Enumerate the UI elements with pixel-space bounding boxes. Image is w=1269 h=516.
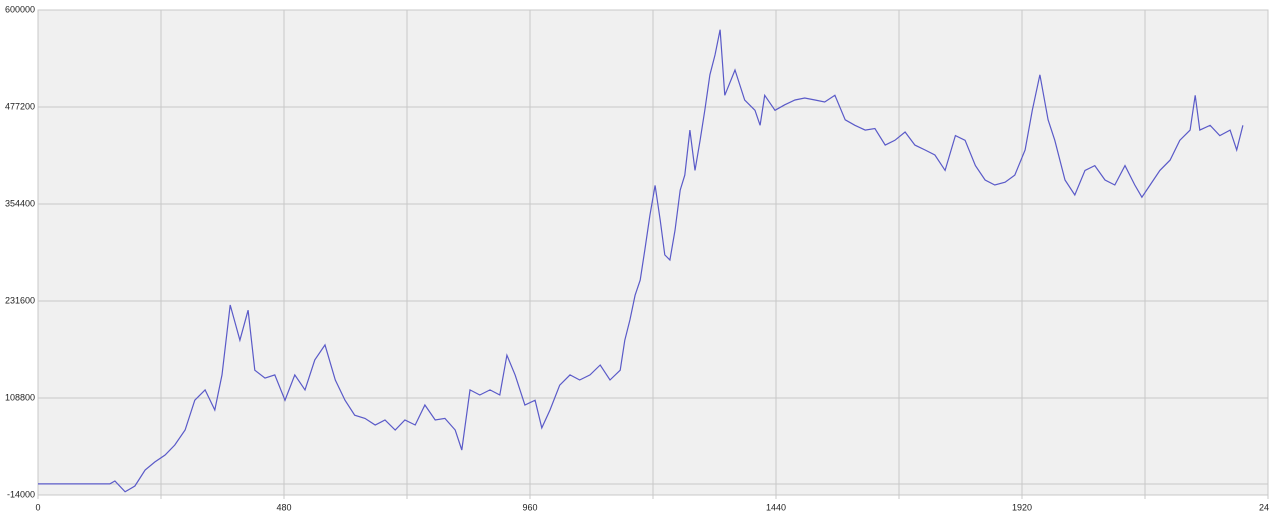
- x-tick-label: 0: [35, 502, 40, 512]
- y-tick-label: 477200: [5, 101, 35, 111]
- y-tick-label: -14000: [7, 489, 35, 499]
- x-tick-label: 24: [1259, 502, 1269, 512]
- y-tick-label: 354400: [5, 198, 35, 208]
- y-tick-label: 600000: [5, 4, 35, 14]
- data-line: [38, 29, 1244, 493]
- y-tick-label: 231600: [5, 295, 35, 305]
- x-tick-label: 1920: [1012, 502, 1032, 512]
- y-tick-label: 108800: [5, 392, 35, 402]
- x-tick-label: 1440: [766, 502, 786, 512]
- x-tick-label: 480: [276, 502, 291, 512]
- x-tick-label: 960: [522, 502, 537, 512]
